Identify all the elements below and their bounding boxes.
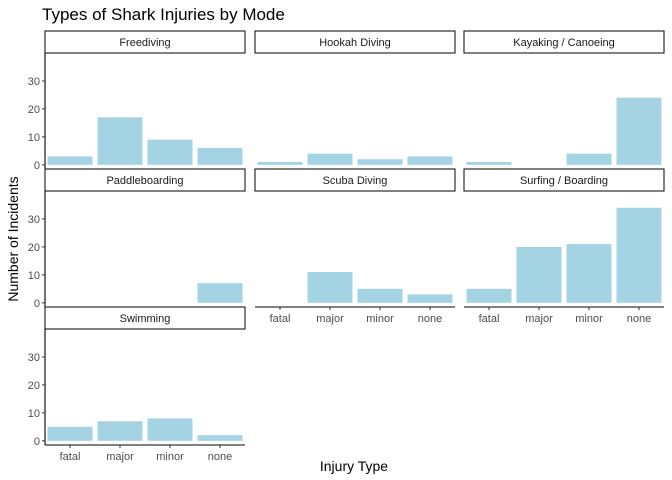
- bar-major: [97, 421, 143, 441]
- x-tick-label: fatal: [270, 313, 291, 325]
- facet-surfing-boarding: Surfing / Boarding fatal major minor none: [463, 168, 665, 325]
- facet-strip-label: Scuba Diving: [323, 175, 388, 187]
- y-tick-label: 0: [34, 436, 40, 448]
- facet-strip: [463, 168, 665, 192]
- bar-none: [407, 156, 453, 165]
- bar-minor: [147, 139, 193, 165]
- bar-none: [616, 207, 662, 303]
- x-tick-label: none: [208, 451, 232, 463]
- y-tick-label: 30: [28, 76, 40, 88]
- bar-major: [97, 117, 143, 165]
- chart-title: Types of Shark Injuries by Mode: [42, 5, 285, 24]
- x-tick-label: minor: [575, 313, 603, 325]
- x-tick-label: minor: [366, 313, 394, 325]
- facet-strip-label: Freediving: [119, 37, 170, 49]
- facet-strip: [463, 30, 665, 54]
- bar-fatal: [257, 162, 303, 165]
- x-axis-title: Injury Type: [320, 458, 388, 474]
- facet-strip-label: Surfing / Boarding: [520, 175, 608, 187]
- facet-strip: [254, 30, 456, 54]
- bar-minor: [566, 153, 612, 165]
- facet-strip-label: Paddleboarding: [106, 175, 183, 187]
- bar-fatal: [47, 156, 93, 165]
- facet-hookah-diving: Hookah Diving: [254, 30, 456, 170]
- facet-strip: [254, 168, 456, 192]
- y-tick-label: 0: [34, 160, 40, 172]
- bar-minor: [147, 418, 193, 441]
- bar-fatal: [466, 288, 512, 303]
- bar-major: [516, 246, 562, 303]
- bar-none: [197, 148, 243, 165]
- x-tick-label: none: [418, 313, 442, 325]
- facet-paddleboarding: Paddleboarding 0 10 20 30: [28, 168, 246, 310]
- facet-strip: [44, 30, 246, 54]
- facet-strip-label: Hookah Diving: [319, 37, 391, 49]
- x-tick-label: none: [627, 313, 651, 325]
- y-tick-label: 30: [28, 214, 40, 226]
- bar-none: [197, 283, 243, 303]
- y-tick-label: 10: [28, 270, 40, 282]
- facet-strip-label: Swimming: [120, 313, 171, 325]
- y-tick-label: 10: [28, 408, 40, 420]
- y-axis-title: Number of Incidents: [5, 176, 21, 301]
- x-tick-label: fatal: [479, 313, 500, 325]
- facet-strip-label: Kayaking / Canoeing: [513, 37, 615, 49]
- x-tick-label: major: [106, 451, 134, 463]
- y-tick-label: 20: [28, 380, 40, 392]
- x-tick-label: major: [525, 313, 553, 325]
- facet-swimming: Swimming 0 10 20 30 fatal major minor none: [28, 306, 246, 463]
- y-tick-label: 20: [28, 242, 40, 254]
- bar-none: [616, 97, 662, 165]
- bar-minor: [566, 244, 612, 303]
- facet-freediving: Freediving 0 10 20 30: [28, 30, 246, 172]
- x-tick-label: major: [316, 313, 344, 325]
- bar-minor: [357, 288, 403, 303]
- bar-minor: [357, 159, 403, 165]
- bar-none: [407, 294, 453, 303]
- y-tick-label: 10: [28, 132, 40, 144]
- y-tick-label: 0: [34, 298, 40, 310]
- x-tick-label: minor: [156, 451, 184, 463]
- facet-panels: Freediving 0 10 20 30 Hookah Diving Kayaking /…: [28, 30, 665, 463]
- facet-strip: [44, 168, 246, 192]
- bar-major: [307, 153, 353, 165]
- bar-major: [307, 272, 353, 303]
- facet-strip: [44, 306, 246, 330]
- y-tick-label: 20: [28, 104, 40, 116]
- facet-scuba-diving: Scuba Diving fatal major minor none: [254, 168, 456, 325]
- bar-none: [197, 435, 243, 441]
- y-tick-label: 30: [28, 352, 40, 364]
- facet-kayaking-canoeing: Kayaking / Canoeing: [463, 30, 665, 170]
- x-tick-label: fatal: [60, 451, 81, 463]
- bar-fatal: [466, 162, 512, 165]
- bar-fatal: [47, 426, 93, 441]
